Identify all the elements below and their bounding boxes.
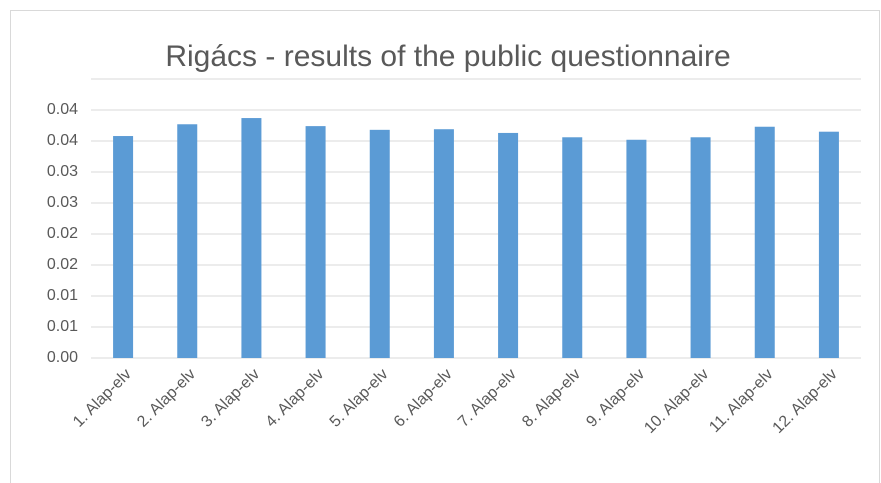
- y-tick-label: 0.04: [47, 132, 78, 149]
- bar: [113, 136, 134, 358]
- y-tick-label: 0.03: [47, 163, 78, 180]
- y-tick-label: 0.02: [47, 256, 78, 273]
- bar: [433, 129, 454, 358]
- bar: [562, 137, 583, 358]
- bar: [626, 139, 647, 358]
- bar: [177, 124, 198, 358]
- bar: [498, 132, 519, 358]
- bar: [818, 131, 839, 358]
- chart-title: Rigács - results of the public questionn…: [165, 40, 730, 73]
- y-tick-label: 0.01: [47, 318, 78, 335]
- y-tick-label: 0.04: [47, 101, 78, 118]
- bar: [754, 126, 775, 359]
- y-tick-label: 0.03: [47, 194, 78, 211]
- bar: [305, 126, 326, 359]
- y-tick-label: 0.00: [47, 349, 78, 366]
- bar: [690, 137, 711, 358]
- bar: [369, 129, 390, 358]
- y-tick-label: 0.01: [47, 287, 78, 304]
- bar: [241, 118, 262, 358]
- y-tick-label: 0.02: [47, 225, 78, 242]
